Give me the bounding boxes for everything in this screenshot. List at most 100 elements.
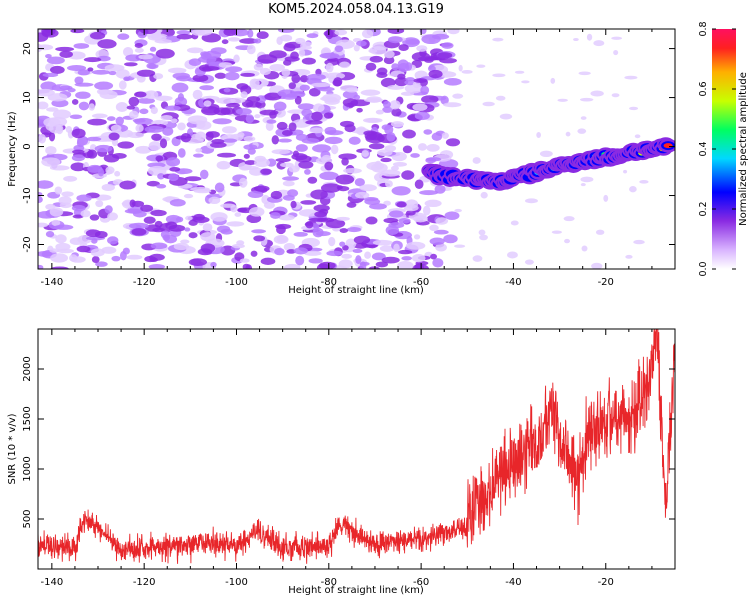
- heatmap-noise-blob: [259, 67, 271, 76]
- heatmap-noise-blob: [188, 258, 208, 266]
- heatmap-noise-blob: [461, 70, 473, 74]
- colorbar-axes: 0.0 0.2 0.4 0.6 0.8: [698, 21, 736, 277]
- heatmap-noise-blob: [197, 55, 217, 63]
- heatmap-noise-blob: [385, 180, 393, 188]
- heatmap-noise-blob: [89, 31, 106, 40]
- heatmap-noise-blob: [345, 238, 357, 249]
- heatmap-noise-blob: [420, 85, 430, 95]
- heatmap-noise-blob: [586, 33, 593, 41]
- heatmap-noise-blob: [421, 34, 441, 45]
- heatmap-noise-blob: [119, 180, 136, 190]
- heatmap-noise-blob: [386, 132, 396, 142]
- heatmap-noise-blob: [401, 256, 413, 261]
- heatmap-noise-blob: [151, 133, 162, 141]
- heatmap-noise-blob: [71, 154, 85, 162]
- heatmap-noise-blob: [365, 62, 377, 71]
- heatmap-noise-blob: [492, 37, 504, 42]
- heatmap-noise-blob: [107, 236, 119, 245]
- heatmap-noise-blob: [539, 150, 553, 158]
- heatmap-noise-blob: [254, 158, 270, 168]
- heatmap-noise-blob: [191, 29, 205, 36]
- heatmap-noise-blob: [183, 193, 194, 199]
- heatmap-noise-blob: [160, 115, 173, 121]
- heatmap-x-tick-label: -80: [321, 277, 337, 288]
- heatmap-noise-blob: [312, 227, 324, 238]
- snr-x-tick-label: -80: [321, 577, 337, 588]
- heatmap-noise-blob: [97, 168, 105, 177]
- heatmap-noise-blob: [248, 207, 265, 217]
- heatmap-noise-blob: [294, 95, 302, 105]
- heatmap-noise-blob: [52, 109, 72, 120]
- heatmap-noise-blob: [629, 186, 637, 193]
- heatmap-noise-blob: [94, 230, 108, 239]
- heatmap-noise-blob: [105, 166, 115, 175]
- heatmap-noise-blob: [278, 29, 295, 33]
- heatmap-noise-blob: [398, 249, 413, 255]
- heatmap-x-label: Height of straight line (km): [288, 285, 424, 296]
- heatmap-noise-blob: [428, 69, 443, 79]
- heatmap-noise-blob: [363, 98, 384, 103]
- heatmap-noise-blob: [472, 157, 481, 164]
- heatmap-noise-blob: [482, 101, 495, 107]
- heatmap-noise-blob: [110, 124, 122, 132]
- heatmap-noise-blob: [248, 167, 264, 176]
- heatmap-noise-blob: [293, 247, 308, 255]
- heatmap-noise-blob: [426, 143, 440, 152]
- heatmap-noise-blob: [625, 254, 633, 259]
- heatmap-noise-blob: [94, 144, 113, 153]
- heatmap-noise-blob: [122, 247, 130, 255]
- heatmap-noise-blob: [330, 144, 339, 155]
- heatmap-noise-blob: [155, 120, 162, 125]
- heatmap-noise-blob: [341, 253, 353, 259]
- heatmap-noise-blob: [216, 152, 237, 158]
- heatmap-noise-blob: [131, 228, 147, 236]
- heatmap-noise-blob: [259, 109, 279, 116]
- heatmap-noise-blob: [196, 120, 212, 130]
- snr-x-tick-label: -100: [225, 577, 248, 588]
- heatmap-noise-blob: [210, 212, 228, 222]
- heatmap-noise-blob: [243, 153, 250, 159]
- heatmap-noise-blob: [206, 131, 220, 138]
- heatmap-noise-blob: [157, 173, 165, 180]
- heatmap-noise-blob: [168, 173, 179, 182]
- heatmap-noise-blob: [234, 212, 242, 217]
- heatmap-noise-blob: [124, 62, 138, 67]
- heatmap-noise-blob: [115, 116, 124, 126]
- heatmap-noise-blob: [353, 235, 371, 245]
- heatmap-noise-blob: [165, 214, 182, 224]
- heatmap-noise-blob: [148, 141, 162, 151]
- heatmap-noise-blob: [305, 120, 323, 125]
- heatmap-noise-blob: [277, 89, 296, 98]
- heatmap-noise-blob: [288, 82, 297, 90]
- heatmap-noise-blob: [423, 129, 433, 135]
- heatmap-noise-blob: [432, 258, 444, 268]
- heatmap-noise-blob: [134, 42, 144, 49]
- heatmap-noise-blob: [308, 258, 323, 264]
- heatmap-noise-blob: [71, 204, 86, 212]
- heatmap-noise-blob: [383, 56, 395, 65]
- heatmap-noise-blob: [41, 29, 59, 38]
- heatmap-noise-blob: [240, 91, 248, 99]
- heatmap-noise-blob: [58, 196, 72, 206]
- heatmap-noise-blob: [135, 124, 144, 133]
- heatmap-noise-blob: [117, 33, 130, 40]
- heatmap-noise-blob: [476, 64, 486, 68]
- heatmap-noise-blob: [176, 33, 193, 40]
- heatmap-noise-blob: [61, 191, 74, 197]
- heatmap-noise-blob: [413, 234, 421, 240]
- heatmap-noise-blob: [578, 71, 591, 76]
- heatmap-noise-blob: [273, 101, 287, 111]
- heatmap-noise-blob: [299, 75, 309, 83]
- snr-y-label: SNR (10 * v/v): [7, 413, 18, 484]
- heatmap-noise-blob: [223, 138, 238, 143]
- heatmap-noise-blob: [221, 126, 237, 134]
- heatmap-noise-blob: [611, 93, 620, 98]
- heatmap-noise-blob: [164, 105, 181, 111]
- heatmap-noise-blob: [46, 56, 65, 65]
- heatmap-noise-blob: [270, 190, 283, 200]
- heatmap-noise-blob: [480, 191, 488, 199]
- heatmap-noise-blob: [150, 209, 167, 217]
- heatmap-noise-blob: [38, 133, 47, 144]
- heatmap-noise-blob: [128, 96, 140, 107]
- heatmap-noise-blob: [453, 244, 466, 248]
